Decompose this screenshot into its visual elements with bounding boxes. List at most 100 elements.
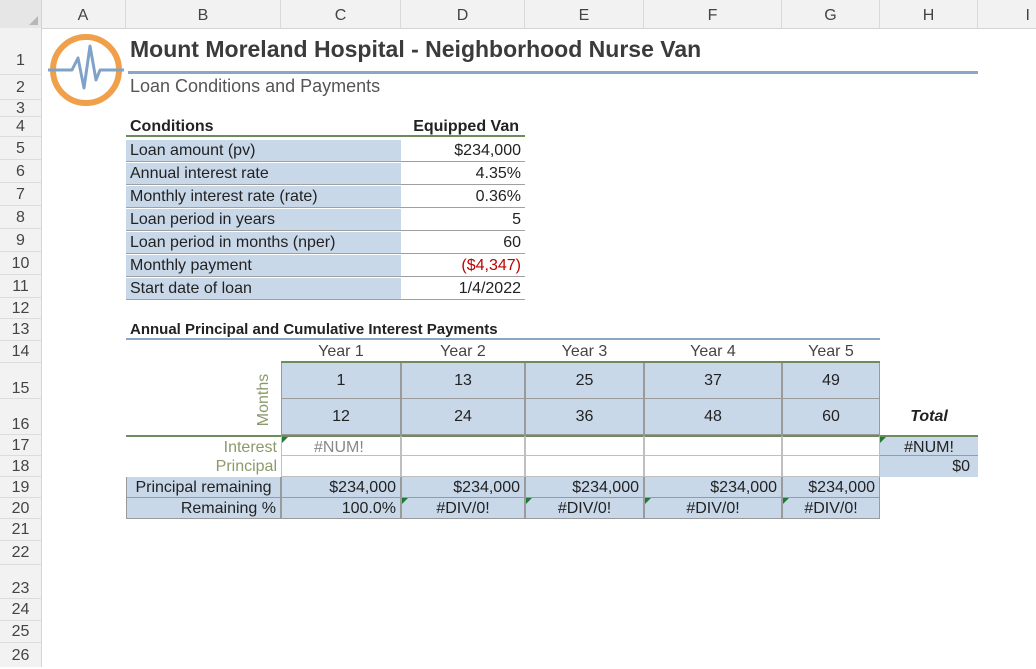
principal-cell[interactable]: [644, 456, 782, 477]
column-header-c[interactable]: C: [281, 0, 401, 28]
interest-total-cell[interactable]: #NUM!: [880, 435, 978, 456]
condition-label[interactable]: Start date of loan: [126, 278, 401, 300]
page-subtitle: Loan Conditions and Payments: [130, 76, 381, 96]
page-title: Mount Moreland Hospital - Neighborhood N…: [130, 36, 702, 62]
condition-value[interactable]: 5: [401, 209, 525, 231]
interest-cell[interactable]: [782, 435, 880, 456]
condition-value[interactable]: 4.35%: [401, 163, 525, 185]
principal-remaining-cell[interactable]: $234,000: [401, 477, 525, 498]
row-header-13[interactable]: 13: [0, 319, 41, 341]
start-month-cell[interactable]: 25: [525, 363, 644, 399]
end-month-cell[interactable]: 12: [281, 399, 401, 435]
condition-label[interactable]: Loan period in years: [126, 209, 401, 231]
row-header-14[interactable]: 14: [0, 341, 41, 363]
row-header-1[interactable]: 1: [0, 28, 41, 75]
row-header-21[interactable]: 21: [0, 519, 41, 541]
column-header-e[interactable]: E: [525, 0, 644, 28]
column-header-i[interactable]: I: [1025, 7, 1030, 24]
select-all-corner[interactable]: [0, 0, 42, 28]
hospital-logo-icon: [48, 34, 124, 106]
year-header[interactable]: Year 2: [401, 341, 525, 363]
row-header-25[interactable]: 25: [0, 621, 41, 643]
end-month-cell[interactable]: 60: [782, 399, 880, 435]
row-header-5[interactable]: 5: [0, 137, 41, 160]
condition-label[interactable]: Loan amount (pv): [126, 140, 401, 162]
end-month-cell[interactable]: 48: [644, 399, 782, 435]
year-header[interactable]: Year 1: [281, 341, 401, 363]
column-header-f[interactable]: F: [644, 0, 782, 28]
start-month-cell[interactable]: 49: [782, 363, 880, 399]
principal-remaining-cell[interactable]: $234,000: [525, 477, 644, 498]
condition-value[interactable]: 1/4/2022: [401, 278, 525, 300]
row-header-22[interactable]: 22: [0, 541, 41, 565]
row-header-12[interactable]: 12: [0, 298, 41, 319]
column-header-b[interactable]: B: [126, 0, 281, 28]
start-month-cell[interactable]: 1: [281, 363, 401, 399]
condition-value[interactable]: 60: [401, 232, 525, 254]
remaining-pct-label[interactable]: Remaining %: [126, 498, 281, 519]
remaining-pct-cell[interactable]: #DIV/0!: [525, 498, 644, 519]
conditions-header-label[interactable]: Conditions: [126, 117, 401, 137]
start-month-cell[interactable]: 37: [644, 363, 782, 399]
row-header-11[interactable]: 11: [0, 275, 41, 298]
row-header-23[interactable]: 23: [0, 565, 41, 599]
interest-cell[interactable]: [525, 435, 644, 456]
row-header-20[interactable]: 20: [0, 498, 41, 519]
condition-label[interactable]: Loan period in months (nper): [126, 232, 401, 254]
conditions-header-value[interactable]: Equipped Van: [401, 117, 525, 137]
principal-cell[interactable]: [525, 456, 644, 477]
column-header-h[interactable]: H: [880, 0, 978, 28]
column-header-a[interactable]: A: [41, 0, 126, 28]
row-header-7[interactable]: 7: [0, 183, 41, 206]
principal-cell[interactable]: [401, 456, 525, 477]
row-header-4[interactable]: 4: [0, 117, 41, 137]
condition-value[interactable]: ($4,347): [401, 255, 525, 277]
principal-remaining-cell[interactable]: $234,000: [782, 477, 880, 498]
row-header-26[interactable]: 26: [11, 647, 30, 664]
condition-value[interactable]: $234,000: [401, 140, 525, 162]
principal-remaining-cell[interactable]: $234,000: [281, 477, 401, 498]
principal-remaining-label[interactable]: Principal remaining: [126, 477, 281, 498]
principal-remaining-cell[interactable]: $234,000: [644, 477, 782, 498]
row-header-24[interactable]: 24: [0, 599, 41, 621]
principal-total-cell[interactable]: $0: [880, 456, 978, 477]
condition-label[interactable]: Monthly payment: [126, 255, 401, 277]
column-header-g[interactable]: G: [782, 0, 880, 28]
row-header-9[interactable]: 9: [0, 229, 41, 252]
principal-cell[interactable]: [782, 456, 880, 477]
row-header-19[interactable]: 19: [0, 477, 41, 498]
row-header-6[interactable]: 6: [0, 160, 41, 183]
end-month-cell[interactable]: 24: [401, 399, 525, 435]
principal-row-label[interactable]: Principal: [215, 458, 277, 475]
row-header-10[interactable]: 10: [0, 252, 41, 275]
condition-value[interactable]: 0.36%: [401, 186, 525, 208]
remaining-pct-cell[interactable]: #DIV/0!: [782, 498, 880, 519]
interest-cell[interactable]: #NUM!: [281, 435, 401, 456]
interest-cell[interactable]: [401, 435, 525, 456]
row-header-17[interactable]: 17: [0, 435, 41, 456]
column-header-d[interactable]: D: [401, 0, 525, 28]
interest-cell[interactable]: [644, 435, 782, 456]
remaining-pct-cell[interactable]: 100.0%: [281, 498, 401, 519]
months-label-cell[interactable]: Months: [247, 365, 281, 434]
total-header[interactable]: Total: [910, 408, 948, 425]
row-header-18[interactable]: 18: [0, 456, 41, 477]
title-underline: [128, 71, 978, 74]
principal-cell[interactable]: [281, 456, 401, 477]
row-header-8[interactable]: 8: [0, 206, 41, 229]
row-header-3[interactable]: 3: [0, 100, 41, 117]
remaining-pct-cell[interactable]: #DIV/0!: [644, 498, 782, 519]
row-header-16[interactable]: 16: [0, 399, 41, 435]
annual-heading[interactable]: Annual Principal and Cumulative Interest…: [126, 320, 880, 340]
end-month-cell[interactable]: 36: [525, 399, 644, 435]
condition-label[interactable]: Annual interest rate: [126, 163, 401, 185]
year-header[interactable]: Year 3: [525, 341, 644, 363]
start-month-cell[interactable]: 13: [401, 363, 525, 399]
interest-row-label[interactable]: Interest: [126, 435, 281, 456]
condition-label[interactable]: Monthly interest rate (rate): [126, 186, 401, 208]
row-header-15[interactable]: 15: [0, 363, 41, 399]
year-header[interactable]: Year 5: [782, 341, 880, 363]
remaining-pct-cell[interactable]: #DIV/0!: [401, 498, 525, 519]
row-header-2[interactable]: 2: [0, 75, 41, 100]
year-header[interactable]: Year 4: [644, 341, 782, 363]
